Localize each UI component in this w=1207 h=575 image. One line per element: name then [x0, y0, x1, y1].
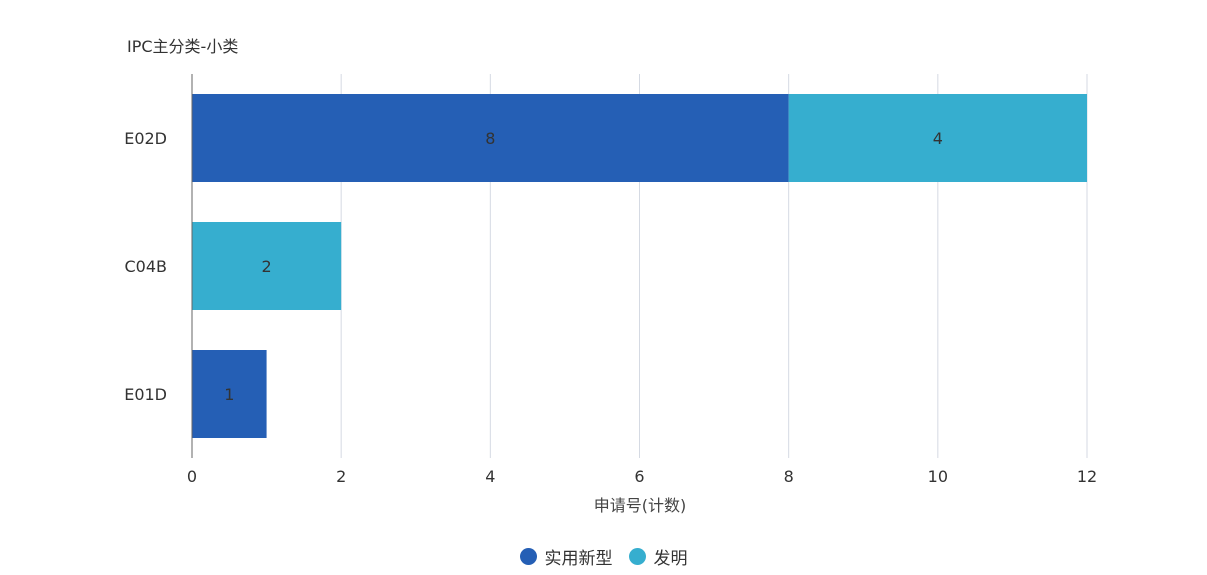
legend: 实用新型 发明 [0, 544, 1207, 569]
x-tick-label: 0 [187, 467, 197, 486]
data-label: 4 [933, 129, 943, 148]
legend-marker [520, 548, 537, 565]
legend-marker [629, 548, 646, 565]
category-label: E02D [124, 129, 167, 148]
category-label: C04B [124, 257, 167, 276]
data-label: 8 [485, 129, 495, 148]
y-axis-title: IPC主分类-小类 [127, 37, 238, 56]
data-label: 2 [261, 257, 271, 276]
x-tick-label: 12 [1077, 467, 1097, 486]
x-tick-label: 4 [485, 467, 495, 486]
x-tick-label: 2 [336, 467, 346, 486]
x-tick-label: 6 [634, 467, 644, 486]
x-tick-label: 10 [928, 467, 948, 486]
legend-label: 发明 [654, 544, 688, 569]
x-tick-label: 8 [784, 467, 794, 486]
data-label: 1 [224, 385, 234, 404]
category-label: E01D [124, 385, 167, 404]
category-labels: E02D C04B E01D [124, 129, 167, 404]
legend-item[interactable]: 实用新型 [520, 544, 613, 569]
x-tick-labels: 0 2 4 6 8 10 12 [187, 467, 1097, 486]
x-axis-title: 申请号(计数) [594, 496, 687, 515]
legend-item[interactable]: 发明 [629, 544, 688, 569]
legend-label: 实用新型 [545, 544, 613, 569]
